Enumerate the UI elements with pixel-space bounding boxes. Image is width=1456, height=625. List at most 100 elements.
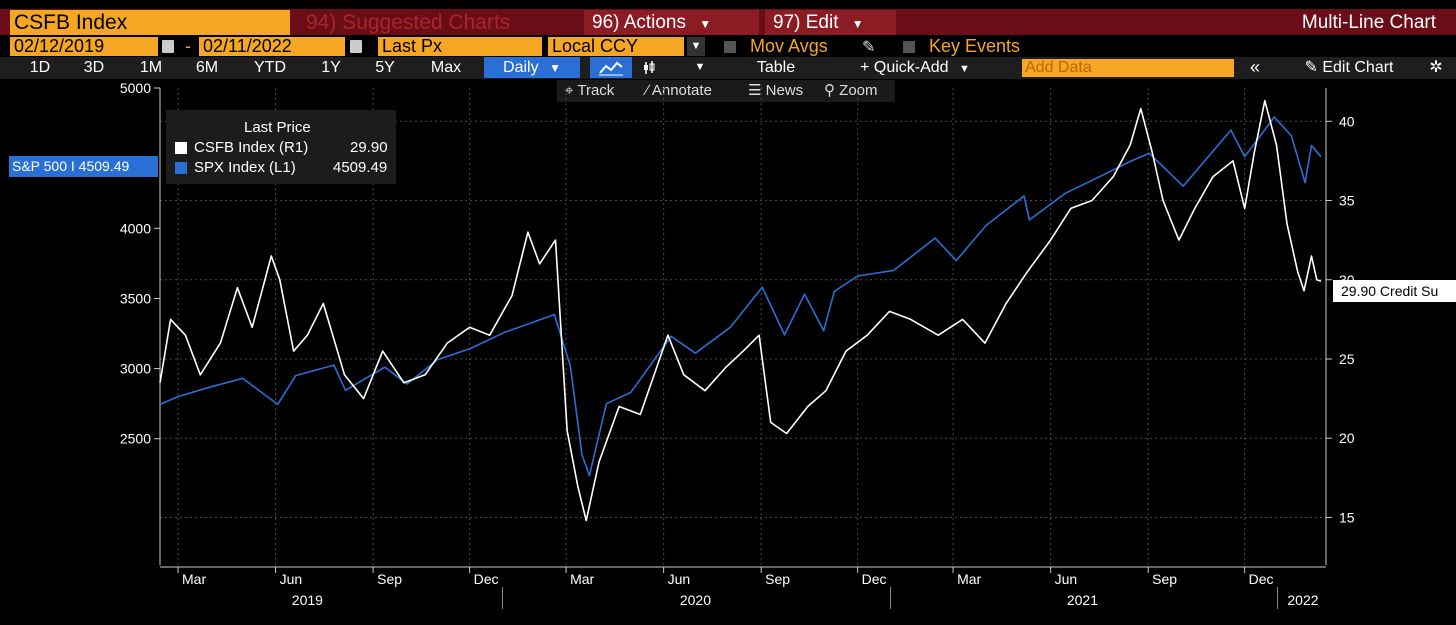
quote-strip [0, 0, 1456, 9]
x-tick-label: Mar [957, 571, 981, 587]
x-tick-label: Jun [280, 571, 303, 587]
crosshair-icon: ⌖ [565, 82, 574, 99]
range-button[interactable]: 1D [29, 59, 51, 76]
end-date-input[interactable]: 02/11/2022 [199, 37, 345, 56]
range-button[interactable]: 6M [195, 59, 219, 76]
collapse-icon[interactable]: « [1249, 57, 1260, 77]
candlestick-icon[interactable] [636, 57, 662, 78]
actions-label: 96) Actions [592, 12, 686, 33]
left-tick-label: 3000 [120, 361, 151, 377]
x-tick-label: Jun [1055, 571, 1078, 587]
add-data-input[interactable]: Add Data [1022, 59, 1234, 77]
legend-label-csfb: CSFB Index (R1) [194, 139, 309, 156]
x-tick-label: Dec [1249, 571, 1274, 587]
x-tick-label: Mar [182, 571, 206, 587]
right-tick-label: 35 [1339, 193, 1355, 209]
quick-add-label: + Quick-Add [860, 59, 949, 76]
zoom-label: Zoom [839, 82, 878, 99]
edit-label: 97) Edit [773, 12, 839, 33]
key-events-checkbox[interactable] [903, 41, 915, 53]
chart-lines [159, 99, 1322, 522]
list-icon: ☰ [748, 82, 762, 99]
range-button[interactable]: Max [430, 59, 462, 76]
news-tool[interactable]: ☰ News [748, 80, 803, 102]
chart-grid [160, 88, 1326, 565]
x-tick-label: Dec [474, 571, 499, 587]
right-tick-label: 40 [1339, 113, 1355, 129]
calendar-icon[interactable] [162, 40, 174, 53]
range-button[interactable]: 5Y [375, 59, 395, 76]
x-tick-label: Sep [765, 571, 790, 587]
legend-label-spx: SPX Index (L1) [194, 159, 296, 176]
frequency-label: Daily [503, 59, 539, 76]
chevron-down-icon: ▼ [959, 63, 970, 75]
legend-value-spx: 4509.49 [333, 159, 388, 176]
chart-labels: 25003000350040005000152025303540MarJunSe… [120, 80, 1355, 608]
series-line-csfb [159, 99, 1322, 522]
range-button[interactable]: YTD [254, 59, 286, 76]
field-select[interactable]: Last Px [378, 37, 542, 56]
annotate-tool[interactable]: ∕ Annotate [646, 80, 712, 102]
legend-swatch-csfb [175, 142, 187, 154]
chevron-down-icon[interactable]: ▼ [687, 37, 705, 56]
series-line-spx [159, 116, 1322, 477]
frequency-select[interactable]: Daily ▼ [484, 57, 580, 78]
chart-tools-bar [557, 80, 895, 102]
date-separator: - [185, 36, 191, 56]
ticker-field[interactable]: CSFB Index [10, 10, 290, 35]
range-button[interactable]: 3D [83, 59, 105, 76]
x-year-label: 2022 [1287, 592, 1318, 608]
range-button[interactable]: 1M [139, 59, 163, 76]
track-label: Track [577, 82, 615, 99]
chevron-down-icon[interactable]: ▼ [694, 61, 706, 73]
table-button[interactable]: Table [756, 59, 796, 76]
mov-avgs-checkbox[interactable] [724, 41, 736, 53]
spx-price-flag: S&P 500 I 4509.49 [9, 156, 158, 177]
x-tick-label: Sep [1152, 571, 1177, 587]
actions-menu[interactable]: 96) Actions ▼ [584, 10, 759, 35]
key-events-label[interactable]: Key Events [929, 36, 1021, 56]
x-year-label: 2020 [680, 592, 711, 608]
left-tick-label: 2500 [120, 431, 151, 447]
news-label: News [765, 82, 804, 99]
chevron-down-icon: ▼ [549, 61, 561, 75]
zoom-tool[interactable]: ⚲ Zoom [824, 80, 878, 102]
legend-box [166, 110, 396, 184]
pencil-icon: ✎ [1304, 59, 1318, 76]
x-tick-label: Jun [668, 571, 691, 587]
currency-select[interactable]: Local CCY [548, 37, 684, 56]
legend-title: Last Price [244, 119, 311, 136]
start-date-input[interactable]: 02/12/2019 [10, 37, 158, 56]
range-button[interactable]: 1Y [321, 59, 341, 76]
suggested-charts-button[interactable]: 94) Suggested Charts [296, 10, 574, 35]
chevron-down-icon: ▼ [851, 17, 864, 31]
quick-add-button[interactable]: + Quick-Add ▼ [840, 57, 990, 78]
edit-chart-button[interactable]: ✎ Edit Chart [1280, 57, 1418, 78]
left-tick-label: 5000 [120, 80, 151, 96]
x-tick-label: Dec [862, 571, 887, 587]
right-tick-label: 25 [1339, 351, 1355, 367]
x-tick-label: Mar [570, 571, 594, 587]
magnifier-icon: ⚲ [824, 82, 835, 99]
chart-axes [154, 87, 1332, 609]
mov-avgs-label[interactable]: Mov Avgs [750, 36, 828, 56]
legend-value-csfb: 29.90 [350, 139, 388, 156]
edit-menu[interactable]: 97) Edit ▼ [765, 10, 896, 35]
chevron-down-icon: ▼ [699, 17, 712, 31]
pencil-icon[interactable]: ✎ [862, 39, 876, 56]
gear-icon[interactable]: ✲ [1429, 59, 1443, 76]
legend-swatch-spx [175, 162, 187, 174]
left-tick-label: 3500 [120, 290, 151, 306]
pen-line-icon: ∕ [646, 82, 649, 99]
x-tick-label: Sep [377, 571, 402, 587]
right-tick-label: 15 [1339, 509, 1355, 525]
edit-chart-label: Edit Chart [1322, 59, 1394, 76]
track-tool[interactable]: ⌖ Track [565, 80, 614, 102]
x-year-label: 2021 [1067, 592, 1098, 608]
calendar-icon[interactable] [350, 40, 362, 53]
line-chart-icon[interactable] [590, 57, 632, 78]
left-tick-label: 4000 [120, 220, 151, 236]
csfb-price-flag: 29.90 Credit Su [1333, 280, 1456, 302]
x-year-label: 2019 [292, 592, 323, 608]
